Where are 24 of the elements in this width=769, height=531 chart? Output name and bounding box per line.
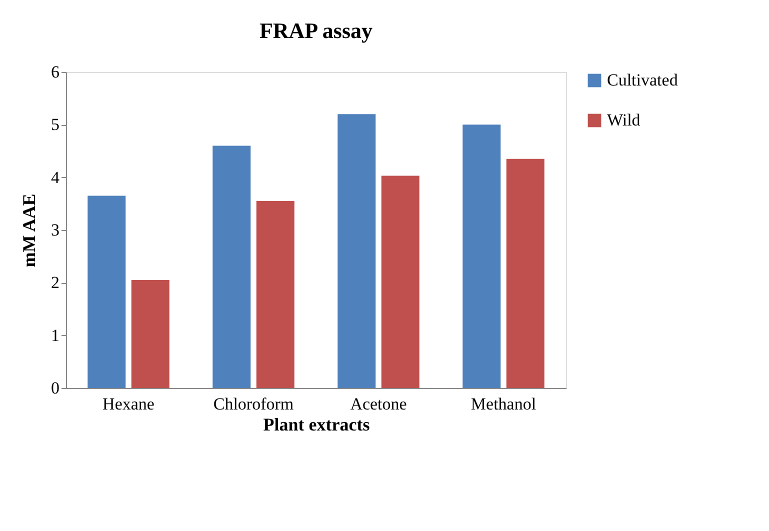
legend-label: Cultivated bbox=[607, 70, 678, 90]
y-tick-label: 0 bbox=[51, 378, 60, 398]
x-tick-label: Chloroform bbox=[213, 394, 294, 414]
chart-title: FRAP assay bbox=[259, 18, 373, 43]
y-tick-label: 1 bbox=[51, 326, 60, 345]
bar bbox=[381, 176, 420, 388]
x-axis-title: Plant extracts bbox=[263, 414, 370, 434]
x-tick-label: Acetone bbox=[350, 394, 407, 414]
y-tick-label: 4 bbox=[51, 168, 60, 187]
x-tick-label: Methanol bbox=[470, 394, 536, 414]
bar bbox=[462, 124, 501, 388]
bar bbox=[338, 114, 376, 388]
y-tick-label: 5 bbox=[51, 115, 60, 134]
bar bbox=[212, 146, 251, 388]
x-tick-label: Hexane bbox=[102, 394, 154, 414]
bar bbox=[131, 280, 170, 388]
bar bbox=[88, 196, 126, 388]
bar bbox=[506, 158, 544, 388]
y-axis-title: mM AAE bbox=[19, 194, 39, 268]
y-tick-label: 6 bbox=[51, 62, 60, 82]
legend-label: Wild bbox=[607, 110, 641, 130]
bar bbox=[256, 201, 294, 388]
y-tick-label: 3 bbox=[51, 220, 60, 240]
y-tick-label: 2 bbox=[51, 273, 60, 292]
